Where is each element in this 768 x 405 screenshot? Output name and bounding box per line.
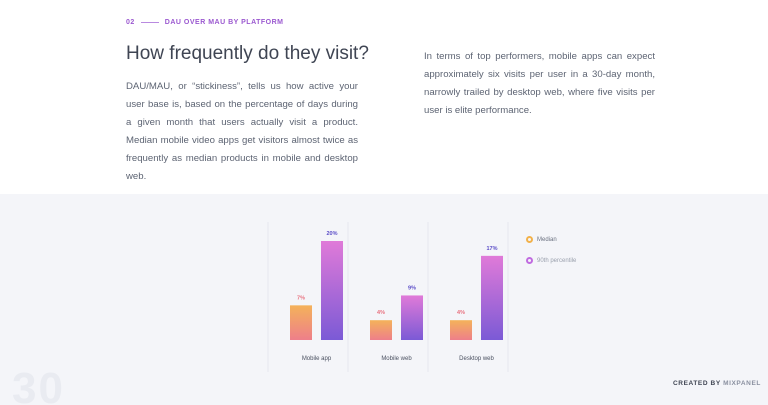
text-section: 02 DAU OVER MAU BY PLATFORM How frequent… (0, 0, 768, 194)
chart-legend: Median 90th percentile (526, 236, 576, 278)
p90-bar (321, 241, 343, 340)
p90-bar (401, 295, 423, 340)
paragraph-right: In terms of top performers, mobile apps … (424, 51, 655, 116)
credit-brand: MIXPANEL (723, 380, 761, 387)
page-heading: How frequently do they visit? (126, 43, 369, 64)
chart-section (0, 194, 768, 405)
p90-data-label: 20% (326, 231, 337, 237)
category-label: Mobile web (381, 356, 412, 362)
section-label: DAU OVER MAU BY PLATFORM (164, 19, 284, 26)
median-bar (370, 320, 392, 340)
category-label: Desktop web (459, 356, 494, 362)
median-bar (450, 320, 472, 340)
legend-item-p90: 90th percentile (526, 257, 576, 264)
median-data-label: 4% (457, 310, 465, 316)
p90-bar (481, 255, 503, 340)
page-number: 30 (12, 364, 65, 405)
eyebrow-divider (140, 22, 159, 23)
credit-prefix: CREATED BY (673, 380, 721, 387)
bar-chart: 7% 20% Mobile app 4% 9% Mobile web 4% 17% Deskto… (267, 222, 518, 374)
p90-data-label: 9% (408, 285, 416, 291)
paragraph-left: DAU/MAU, or “stickiness”, tells us how a… (126, 81, 358, 182)
chart-svg: 7% 20% Mobile app 4% 9% Mobile web 4% 17% Deskto… (267, 222, 509, 372)
legend-item-median: Median (526, 236, 576, 243)
legend-p90-label: 90th percentile (537, 257, 577, 264)
p90-legend-marker (526, 257, 533, 264)
section-eyebrow: 02 DAU OVER MAU BY PLATFORM (126, 19, 283, 26)
p90-data-label: 17% (486, 246, 497, 252)
legend-median-label: Median (537, 236, 557, 243)
section-number: 02 (126, 19, 135, 26)
median-data-label: 4% (377, 310, 385, 316)
median-bar (290, 305, 312, 340)
credit-line: CREATED BY MIXPANEL (673, 380, 761, 387)
median-legend-marker (526, 236, 533, 243)
category-label: Mobile app (302, 356, 332, 362)
median-data-label: 7% (297, 295, 305, 301)
